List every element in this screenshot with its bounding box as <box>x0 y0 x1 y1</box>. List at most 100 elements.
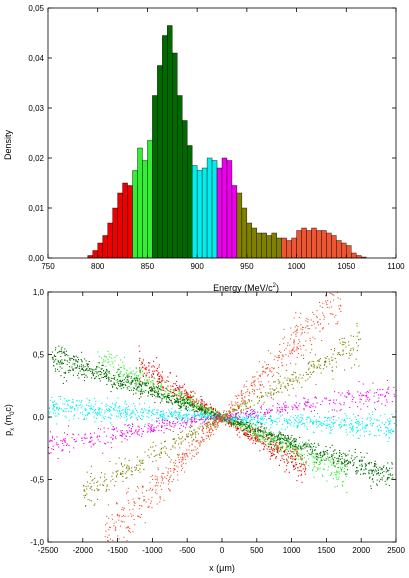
scatter-point <box>130 474 132 476</box>
scatter-point <box>334 415 336 417</box>
scatter-point <box>93 444 95 446</box>
scatter-point <box>55 358 57 360</box>
scatter-point <box>380 415 382 417</box>
histogram-y-tick-label: 0,01 <box>28 204 44 213</box>
scatter-point <box>190 420 192 422</box>
scatter-point <box>123 365 125 367</box>
scatter-point <box>92 374 94 376</box>
scatter-point <box>305 461 307 463</box>
scatter-point <box>169 425 171 427</box>
scatter-point <box>161 426 163 428</box>
scatter-point <box>206 417 208 419</box>
scatter-point <box>140 411 142 413</box>
scatter-point <box>75 359 77 361</box>
scatter-point <box>254 429 256 431</box>
scatter-point <box>248 399 250 401</box>
scatter-point <box>89 482 91 484</box>
scatter-point <box>334 421 336 423</box>
scatter-point <box>279 410 281 412</box>
scatter-point <box>63 438 65 440</box>
scatter-point <box>391 467 393 469</box>
scatter-point <box>354 451 356 453</box>
scatter-point <box>256 439 258 441</box>
scatter-point <box>82 414 84 416</box>
scatter-point <box>93 504 95 506</box>
scatter-point <box>171 408 173 410</box>
scatter-point <box>116 476 118 478</box>
scatter-point <box>246 434 248 436</box>
scatter-point <box>277 434 279 436</box>
scatter-point <box>265 392 267 394</box>
scatter-point <box>191 417 193 419</box>
scatter-point <box>135 377 137 379</box>
scatter-point <box>235 413 237 415</box>
scatter-point <box>96 482 98 484</box>
scatter-point <box>161 427 163 429</box>
scatter-point <box>223 414 225 416</box>
scatter-point <box>358 339 360 341</box>
histogram-y-tick-label: 0,00 <box>28 254 44 263</box>
scatter-point <box>307 443 309 445</box>
scatter-point <box>203 421 205 423</box>
histogram-bar <box>291 237 297 259</box>
scatter-point <box>235 401 237 403</box>
scatter-point <box>153 450 155 452</box>
scatter-point <box>62 362 64 364</box>
scatter-point <box>336 460 338 462</box>
scatter-point <box>277 390 279 392</box>
scatter-point <box>118 457 120 459</box>
scatter-point <box>74 362 76 364</box>
scatter-point <box>292 458 294 460</box>
scatter-point <box>68 362 70 364</box>
scatter-point <box>191 406 193 408</box>
scatter-point <box>161 376 163 378</box>
scatter-point <box>139 384 141 386</box>
scatter-point <box>79 412 81 414</box>
scatter-point <box>109 408 111 410</box>
scatter-point <box>239 436 241 438</box>
scatter-point <box>89 412 91 414</box>
scatter-point <box>190 403 192 405</box>
scatter-point <box>150 411 152 413</box>
scatter-point <box>314 449 316 451</box>
scatter-point <box>160 381 162 383</box>
scatter-point <box>126 411 128 413</box>
scatter-point <box>122 375 124 377</box>
scatter-point <box>255 440 257 442</box>
scatter-point <box>85 409 87 411</box>
scatter-point <box>255 415 257 417</box>
scatter-point <box>203 413 205 415</box>
scatter-point <box>199 426 201 428</box>
scatter-point <box>148 416 150 418</box>
scatter-point <box>276 436 278 438</box>
scatter-point <box>157 482 159 484</box>
scatter-point <box>374 469 376 471</box>
scatter-point <box>364 463 366 465</box>
scatter-point <box>291 441 293 443</box>
scatter-point <box>268 429 270 431</box>
scatter-point <box>73 356 75 358</box>
scatter-point <box>274 420 276 422</box>
scatter-point <box>82 418 84 420</box>
scatter-point <box>105 376 107 378</box>
scatter-point <box>234 404 236 406</box>
scatter-point <box>148 362 150 364</box>
scatter-point <box>135 376 137 378</box>
scatter-point <box>56 407 58 409</box>
scatter-point <box>182 425 184 427</box>
scatter-point <box>92 373 94 375</box>
scatter-point <box>108 517 110 519</box>
scatter-point <box>161 447 163 449</box>
scatter-point <box>117 383 119 385</box>
scatter-point <box>237 405 239 407</box>
scatter-point <box>135 382 137 384</box>
scatter-point <box>311 349 313 351</box>
scatter-point <box>352 465 354 467</box>
scatter-point <box>138 416 140 418</box>
scatter-point <box>239 413 241 415</box>
scatter-point <box>200 419 202 421</box>
scatter-point <box>297 455 299 457</box>
scatter-point <box>292 332 294 334</box>
scatter-point <box>365 427 367 429</box>
scatter-point <box>388 477 390 479</box>
